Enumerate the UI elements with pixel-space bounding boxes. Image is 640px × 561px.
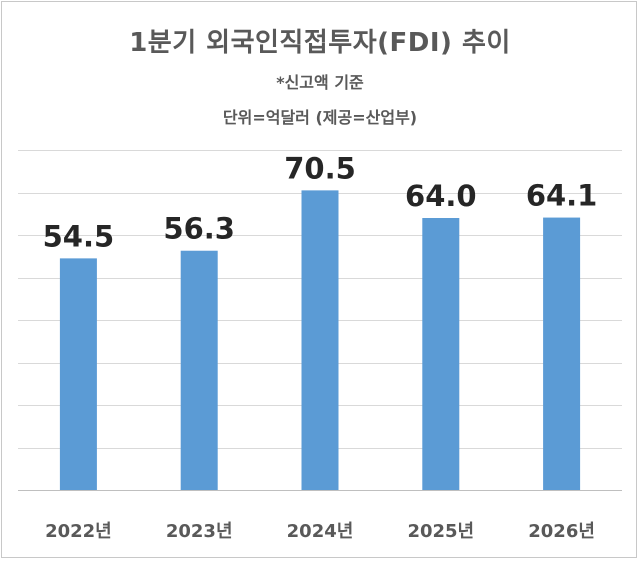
data-label: 64.1: [526, 179, 598, 213]
x-tick-label: 2026년: [528, 521, 595, 542]
bar: [301, 190, 339, 490]
x-tick-label: 2022년: [45, 521, 112, 542]
chart-subtitle-unit: 단위=억달러 (제공=산업부): [222, 108, 418, 127]
bar: [543, 217, 581, 490]
x-tick-label: 2024년: [287, 521, 354, 542]
data-label: 70.5: [284, 151, 356, 185]
x-tick-label: 2023년: [166, 521, 233, 542]
bar: [422, 218, 460, 490]
data-label: 56.3: [163, 212, 235, 246]
bar: [59, 258, 97, 490]
data-label: 64.0: [405, 179, 477, 213]
data-label: 54.5: [43, 219, 115, 253]
x-tick-label: 2025년: [407, 521, 474, 542]
chart-subtitle-basis: *신고액 기준: [276, 73, 364, 92]
bar: [180, 250, 218, 490]
chart-title: 1분기 외국인직접투자(FDI) 추이: [129, 28, 511, 58]
